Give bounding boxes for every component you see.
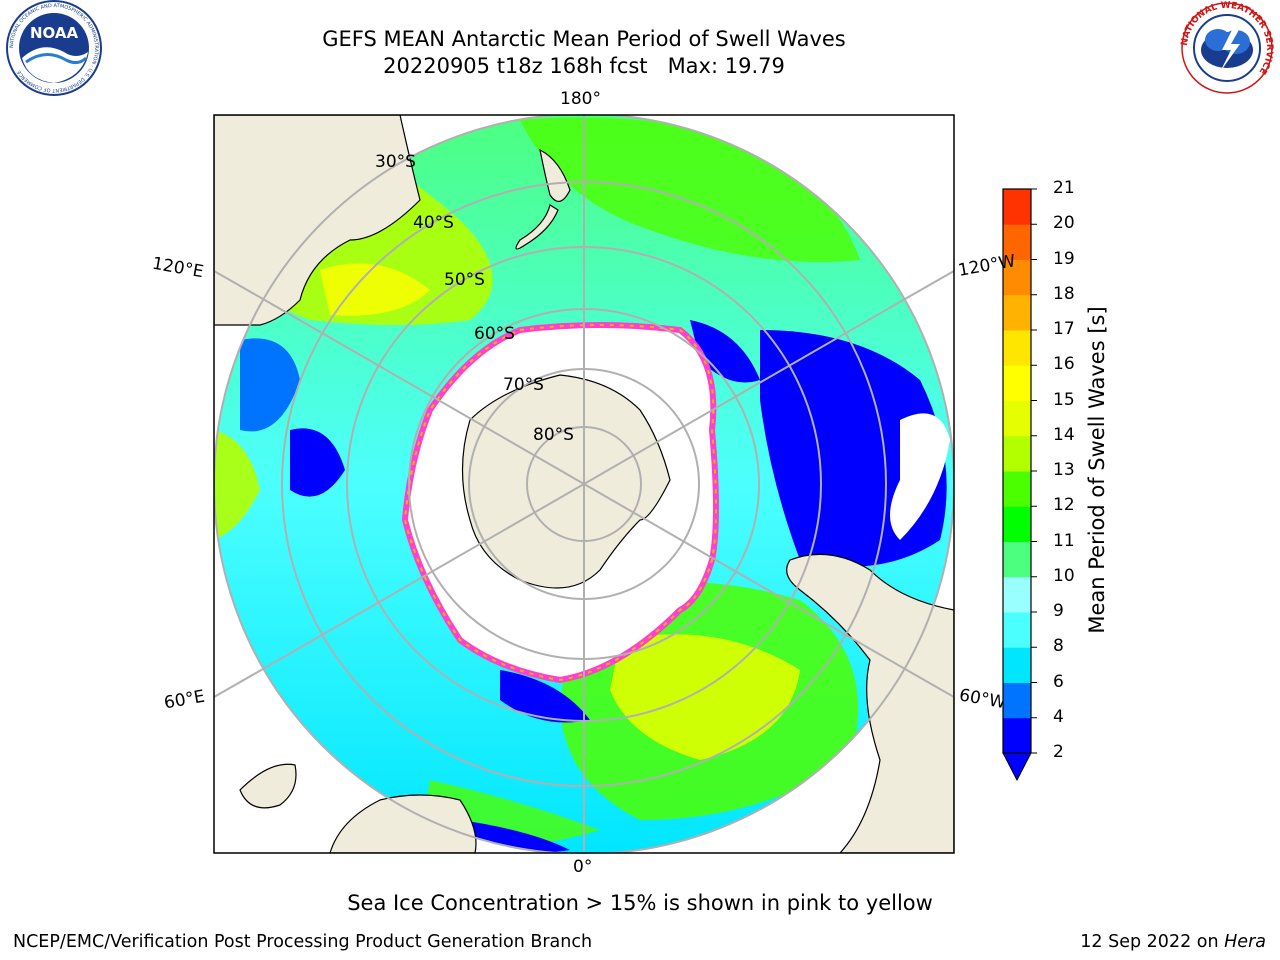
colorbar-bin bbox=[1003, 224, 1031, 260]
noaa-logo-text: NOAA bbox=[30, 24, 79, 42]
map-title: GEFS MEAN Antarctic Mean Period of Swell… bbox=[322, 27, 846, 51]
map-frame-border bbox=[213, 114, 955, 854]
colorbar-tick-label: 4 bbox=[1053, 706, 1064, 727]
colorbar-tick-label: 21 bbox=[1053, 178, 1075, 198]
lon-label-0: 0° bbox=[573, 857, 593, 877]
colorbar-tick-label: 13 bbox=[1053, 460, 1075, 480]
lat-label-30s: 30°S bbox=[375, 152, 416, 172]
lat-label-50s: 50°S bbox=[444, 270, 485, 290]
colorbar-tick-label: 17 bbox=[1053, 319, 1075, 339]
footer-machine: Hera bbox=[1224, 932, 1266, 952]
lat-label-80s: 80°S bbox=[533, 425, 574, 445]
map-subtitle: 20220905 t18z 168h fcst Max: 19.79 bbox=[383, 54, 785, 78]
meridian-60w-ext bbox=[904, 668, 954, 698]
footer-date: 12 Sep 2022 on Hera bbox=[1080, 932, 1266, 952]
south-america-land bbox=[786, 553, 954, 853]
colorbar-bin bbox=[1003, 435, 1031, 472]
colorbar-bin bbox=[1003, 189, 1031, 225]
footer-date-text: 12 Sep 2022 on bbox=[1080, 932, 1225, 952]
colorbar-label: Mean Period of Swell Waves [s] bbox=[1085, 306, 1109, 634]
colorbar-bin bbox=[1003, 365, 1031, 401]
colorbar-bin bbox=[1003, 682, 1031, 719]
colorbar-tick-label: 14 bbox=[1053, 424, 1075, 445]
nws-logo-icon: NATIONAL WEATHER SERVICE bbox=[1180, 1, 1274, 94]
colorbar-bin bbox=[1003, 330, 1031, 366]
colorbar-tick-label: 9 bbox=[1053, 601, 1064, 621]
colorbar-bin bbox=[1003, 541, 1031, 578]
meridian-60e-ext bbox=[214, 668, 264, 698]
colorbar-tick-label: 19 bbox=[1053, 248, 1075, 269]
madagascar-land bbox=[239, 763, 297, 809]
meridian-120w bbox=[583, 298, 906, 485]
colorbar-bin bbox=[1003, 294, 1031, 331]
colorbar-tick-label: 16 bbox=[1053, 354, 1075, 375]
colorbar-tick-label: 2 bbox=[1053, 742, 1064, 762]
colorbar-bin bbox=[1003, 471, 1031, 507]
meridian-120w-ext bbox=[904, 270, 954, 300]
land-masses bbox=[214, 115, 954, 853]
lon-label-180: 180° bbox=[560, 89, 601, 109]
new-zealand-south-land bbox=[515, 204, 559, 250]
colorbar-bin bbox=[1003, 576, 1031, 613]
colorbar-tick-label: 20 bbox=[1053, 213, 1075, 234]
colorbar-extend-min-triangle bbox=[1002, 752, 1032, 782]
meridian-60e bbox=[262, 483, 585, 670]
colorbar-bin bbox=[1003, 647, 1031, 683]
lat-label-70s: 70°S bbox=[503, 375, 544, 395]
antarctica-land bbox=[461, 374, 671, 589]
noaa-logo-icon: NOAA NATIONAL OCEANIC AND ATMOSPHERIC AD… bbox=[6, 0, 102, 96]
lat-label-60s: 60°S bbox=[474, 324, 515, 344]
lat-label-40s: 40°S bbox=[413, 213, 454, 233]
colorbar-bin bbox=[1003, 400, 1031, 437]
colorbar-tick-label: 8 bbox=[1053, 636, 1064, 657]
colorbar-bin bbox=[1003, 506, 1031, 542]
colorbar bbox=[1002, 188, 1037, 782]
new-zealand-north-land bbox=[539, 148, 571, 202]
colorbar-bin bbox=[1003, 259, 1031, 296]
colorbar-tick-label: 11 bbox=[1053, 530, 1075, 551]
sea-ice-note: Sea Ice Concentration > 15% is shown in … bbox=[347, 891, 933, 915]
africa-land bbox=[329, 794, 477, 853]
meridian-120e-ext bbox=[214, 270, 264, 300]
colorbar-bin bbox=[1003, 612, 1031, 648]
colorbar-bin bbox=[1003, 717, 1031, 754]
meridian-60w bbox=[583, 483, 906, 670]
meridian-120e bbox=[262, 298, 585, 485]
colorbar-tick-label: 12 bbox=[1053, 495, 1075, 516]
colorbar-tick-label: 10 bbox=[1053, 565, 1075, 586]
colorbar-tick-label: 15 bbox=[1053, 389, 1075, 410]
colorbar-tick-label: 6 bbox=[1053, 671, 1064, 692]
colorbar-tick-label: 18 bbox=[1053, 283, 1075, 304]
footer-credit: NCEP/EMC/Verification Post Processing Pr… bbox=[13, 932, 593, 952]
graticule bbox=[214, 115, 954, 853]
